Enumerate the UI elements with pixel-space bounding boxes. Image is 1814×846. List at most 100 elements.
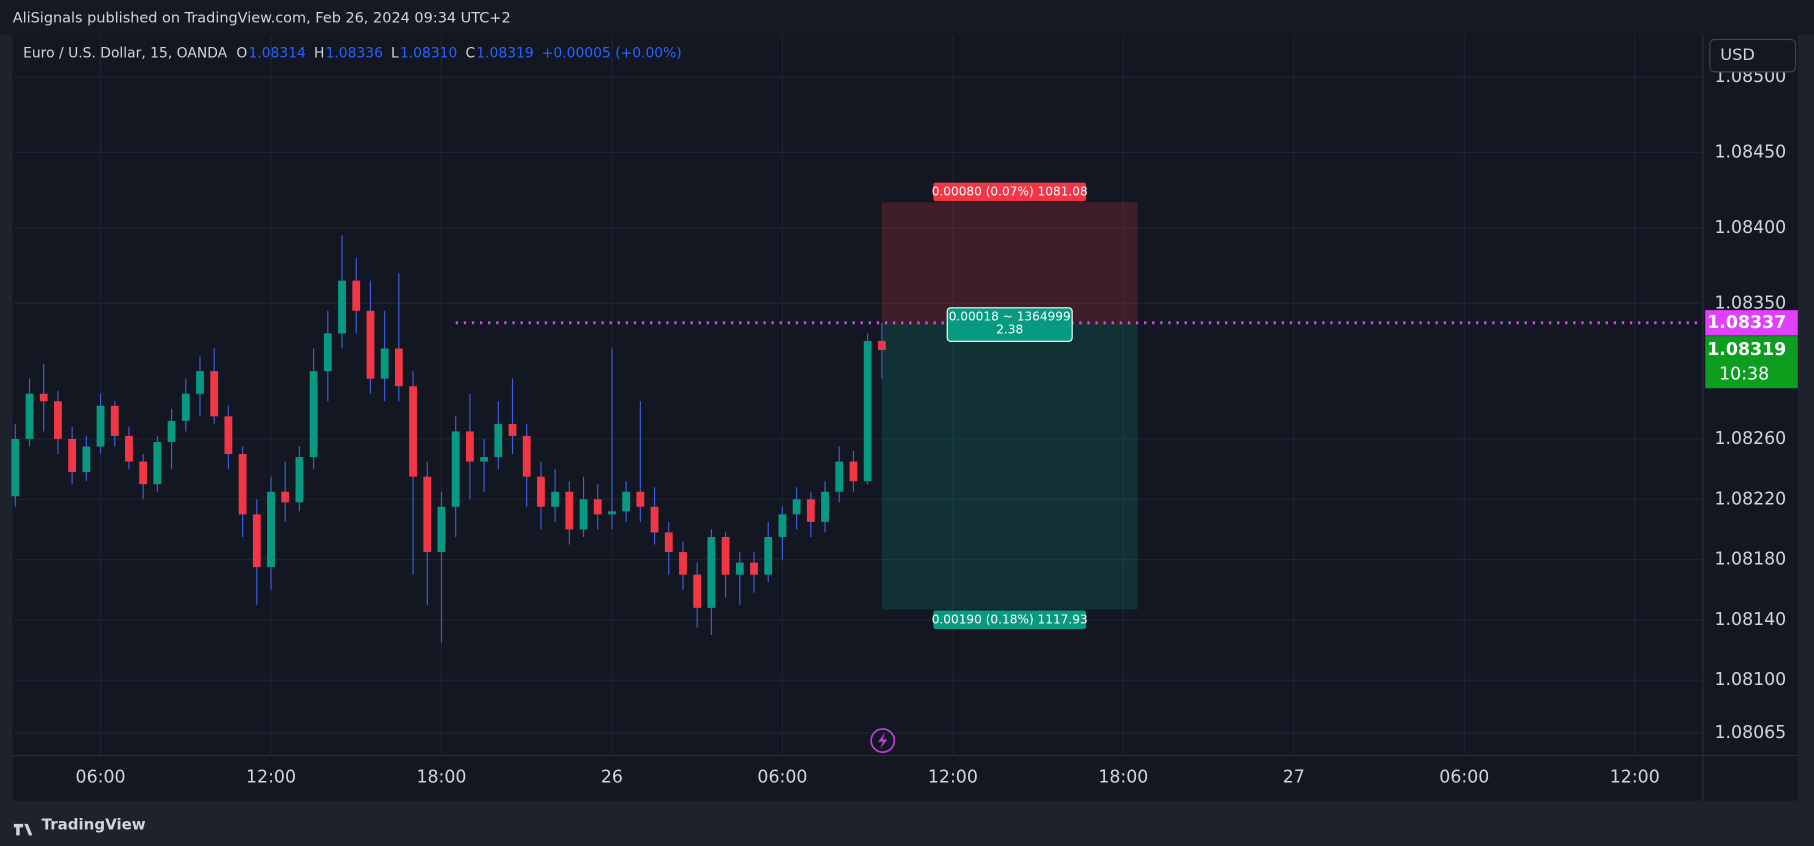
- candle-body: [664, 532, 673, 553]
- candle-body: [764, 536, 773, 575]
- candle-body: [11, 438, 20, 497]
- candle-body: [394, 348, 403, 387]
- plot: [11, 202, 1138, 643]
- y-tick-label: 1.08100: [1715, 670, 1787, 690]
- candle-body: [281, 491, 290, 503]
- candle-body: [778, 514, 787, 537]
- last-price: 1.08319: [1707, 340, 1786, 360]
- currency-label[interactable]: USD: [1720, 45, 1755, 64]
- candle-body: [465, 431, 474, 462]
- lightning-icon[interactable]: [870, 728, 896, 754]
- currency-button[interactable]: [1709, 38, 1797, 73]
- alert-price: 1.08337: [1707, 313, 1786, 333]
- candle-body: [238, 454, 247, 515]
- y-tick-label: 1.08180: [1715, 550, 1787, 570]
- ohlc-value: 1.08310: [400, 45, 457, 61]
- candle-body: [565, 491, 574, 530]
- candle-body: [210, 371, 219, 417]
- candle-body: [82, 446, 91, 473]
- ohlc-value: 1.08319: [476, 45, 533, 61]
- candle-body: [309, 371, 318, 458]
- target-label: 0.00190 (0.18%) 1117.93: [932, 612, 1088, 626]
- y-tick-label: 1.08065: [1715, 723, 1787, 743]
- candle-body: [139, 461, 148, 485]
- x-tick-label: 26: [601, 768, 623, 788]
- stop-zone: [881, 202, 1138, 323]
- candle-body: [323, 333, 332, 372]
- symbol-legend: Euro / U.S. Dollar, 15, OANDA O 1.08314 H 1…: [23, 45, 682, 61]
- overlay: 0.00080 (0.07%) 1081.08 0.00018 ~ 1364999…: [455, 182, 1798, 630]
- candle-body: [224, 416, 233, 455]
- x-tick-label: 18:00: [1098, 768, 1148, 788]
- y-tick-label: 1.08140: [1715, 610, 1787, 630]
- candle-body: [366, 310, 375, 379]
- alert-price-box: [1705, 310, 1798, 336]
- candle-body: [181, 393, 190, 421]
- candle-body: [54, 401, 62, 439]
- candle-body: [196, 371, 204, 394]
- candle-body: [295, 457, 304, 503]
- y-tick-label: 1.08450: [1715, 142, 1787, 162]
- candle-body: [252, 514, 261, 568]
- candle-body: [835, 461, 844, 492]
- x-tick-label: 12:00: [928, 768, 978, 788]
- candle-body: [863, 340, 872, 482]
- x-tick-label: 27: [1283, 768, 1305, 788]
- candle-body: [579, 499, 588, 530]
- candle-body: [380, 348, 389, 379]
- x-tick-label: 12:00: [246, 768, 296, 788]
- candle-body: [707, 536, 716, 608]
- price-change: +0.00005 (+0.00%): [542, 45, 682, 61]
- candle-body: [551, 491, 560, 507]
- candle-body: [593, 499, 602, 515]
- candle-body: [877, 340, 886, 350]
- candle-body: [537, 476, 545, 507]
- candle-body: [409, 386, 417, 477]
- ohlc-value: 1.08314: [248, 45, 306, 61]
- candle-body: [110, 405, 119, 436]
- candle-body: [721, 536, 730, 575]
- candle-body: [423, 476, 432, 553]
- candle-body: [451, 431, 460, 507]
- entry-label: 0.00018 ~ 1364999: [949, 310, 1071, 324]
- candle-body: [338, 280, 346, 334]
- target-zone: [881, 322, 1138, 610]
- candle-body: [508, 423, 517, 436]
- ohlc-key: O: [236, 45, 247, 61]
- candle-body: [25, 393, 34, 439]
- y-tick-label: 1.08220: [1715, 489, 1787, 509]
- ohlc-key: C: [465, 45, 475, 61]
- candle-body: [125, 435, 133, 462]
- candle-body: [735, 562, 744, 575]
- candle-body: [96, 405, 105, 447]
- candle-body: [167, 420, 176, 442]
- candle-body: [622, 491, 631, 512]
- ohlc-value: 1.08336: [326, 45, 383, 61]
- stop-label-box: [933, 182, 1087, 202]
- target-label-box: [933, 610, 1087, 630]
- published-note: AliSignals published on TradingView.com,…: [13, 11, 511, 27]
- candle-body: [494, 423, 503, 458]
- y-tick-label: 1.08260: [1715, 429, 1787, 449]
- candle-body: [750, 562, 758, 575]
- candle-body: [636, 491, 645, 507]
- stop-label: 0.00080 (0.07%) 1081.08: [932, 184, 1088, 198]
- candle-body: [267, 491, 275, 568]
- tv-logo: [13, 823, 33, 836]
- candle-body: [352, 280, 361, 311]
- countdown: 10:38: [1719, 364, 1769, 384]
- x-tick-label: 06:00: [1439, 768, 1489, 788]
- candle-body: [849, 461, 858, 482]
- candle-body: [792, 499, 801, 515]
- candle-body: [608, 511, 616, 515]
- entry-label-box: [946, 307, 1073, 342]
- candle-body: [693, 574, 702, 608]
- candle-body: [153, 441, 162, 485]
- x-tick-label: 18:00: [416, 768, 466, 788]
- candle-body: [522, 435, 531, 477]
- candle-body: [650, 506, 659, 533]
- ohlc-key: L: [391, 45, 399, 61]
- y-tick-label: 1.08350: [1715, 293, 1787, 313]
- candle-body: [679, 552, 687, 575]
- brand: TradingView: [42, 816, 146, 834]
